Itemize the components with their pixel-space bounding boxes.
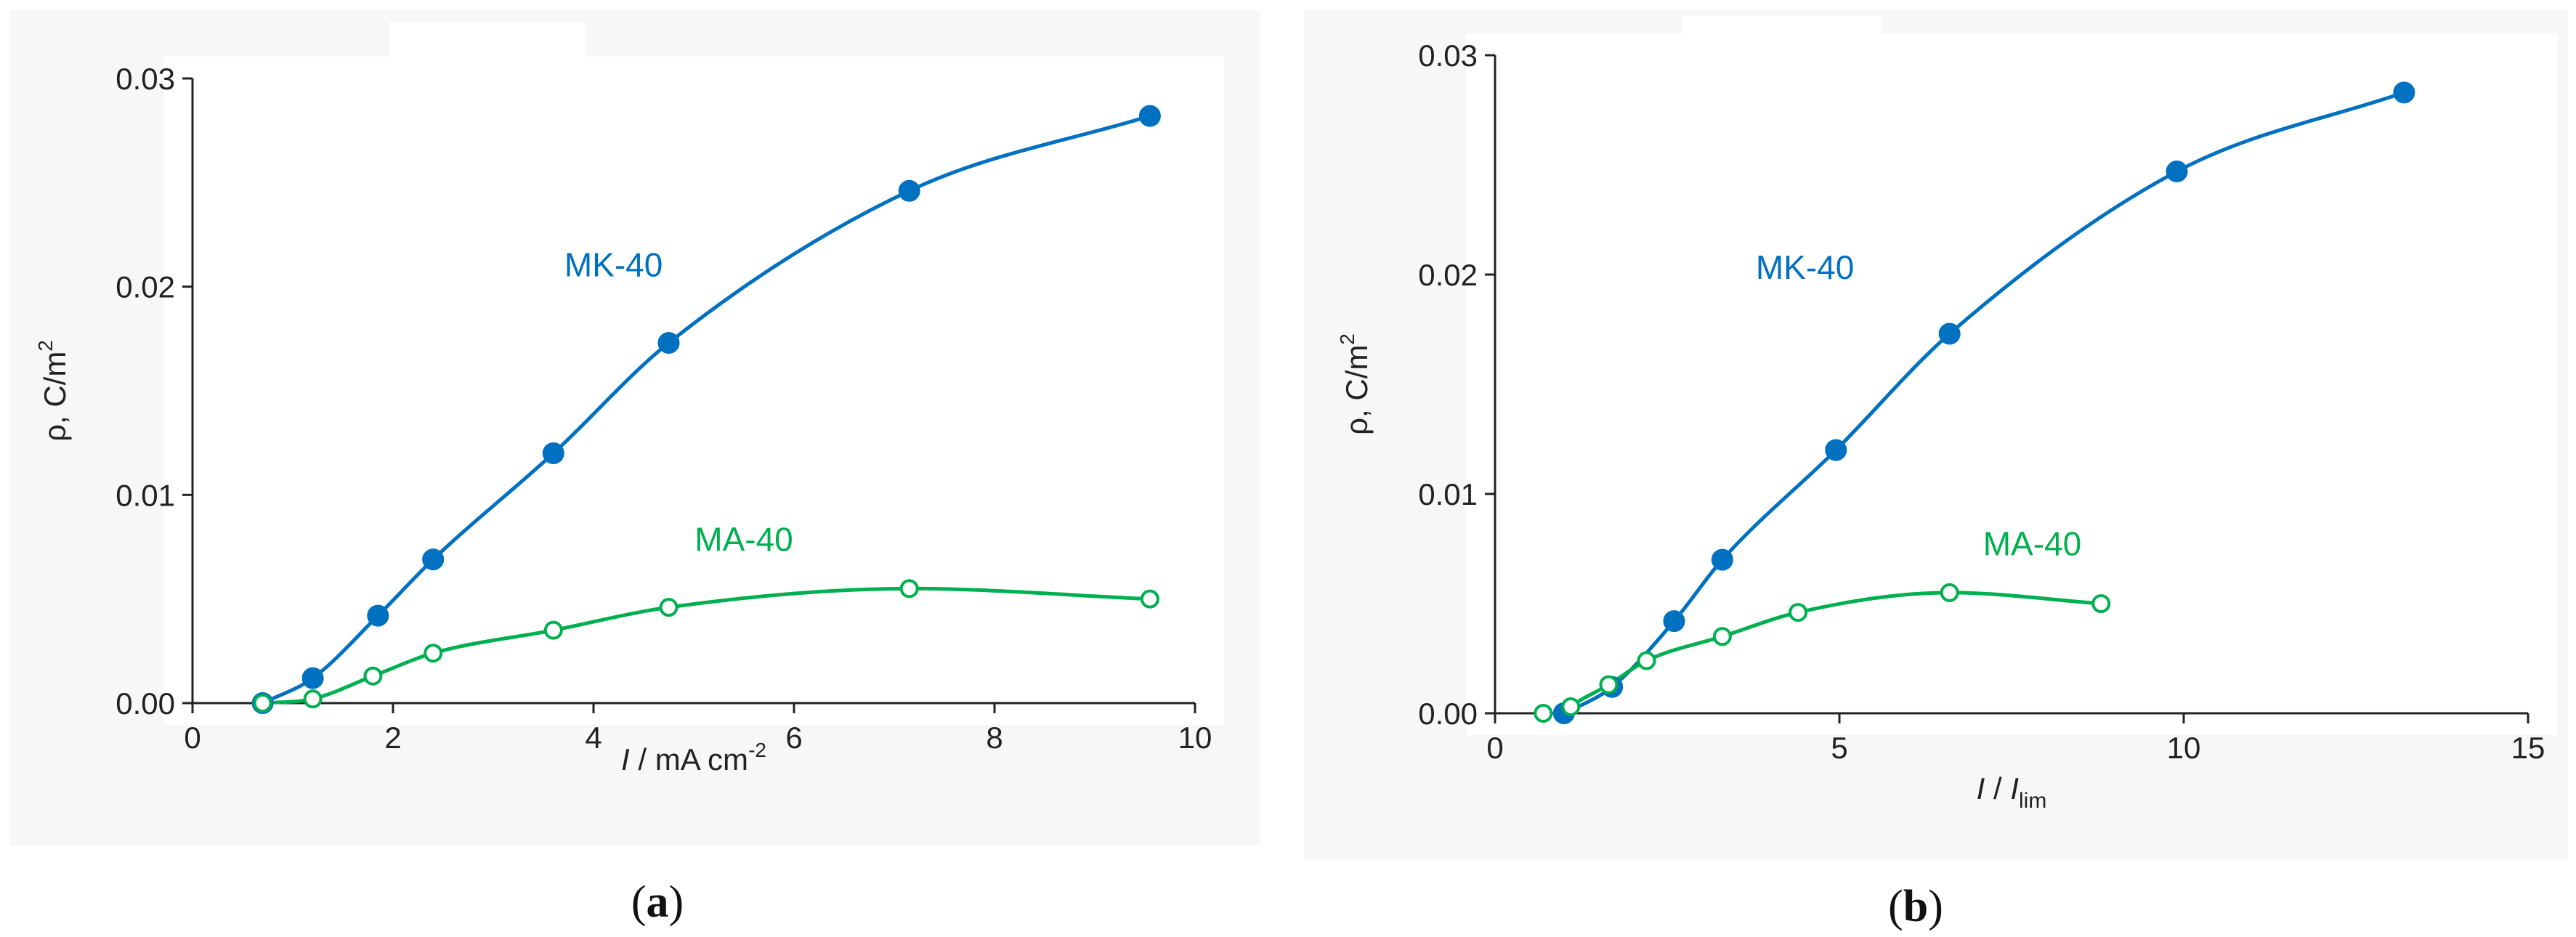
panel-a-mk-40-point (367, 604, 389, 627)
panel-a-y-tick-label: 0.01 (116, 478, 175, 512)
panel-b: 0.00 0.01 0.02 0.03 0 5 10 15 I / Ilim ρ, C/m2 MK… (1304, 10, 2568, 931)
panel-b-mk-40-point (1938, 323, 1961, 345)
panel-a-plot-area (163, 57, 1224, 725)
panel-b-y-axis-label: ρ, C/m2 (1336, 333, 1374, 435)
panel-b-ma-40-point (1940, 583, 1959, 602)
panel-b-markers (1534, 81, 2415, 724)
panel-a-axes: 0.00 0.01 0.02 0.03 0 2 4 6 8 10 I / mA cm-2 ρ, C/m… (34, 62, 1212, 776)
panel-a-x-tick-label: 8 (986, 721, 1003, 755)
panel-a-y-tick-label: 0.02 (116, 270, 175, 304)
panel-b-ma-40-point (1561, 697, 1581, 716)
panel-a-ma-40-point (1140, 589, 1159, 609)
panel-b-mk-40-point (2393, 81, 2415, 104)
panel-a-labels: MK-40 MA-40 (564, 246, 793, 558)
panel-b-x-tick-label: 0 (1486, 731, 1503, 765)
panel-a-y-axis-label: ρ, C/m2 (34, 340, 72, 442)
panel-b-ma-40-point (1534, 704, 1553, 723)
panel-a-ma-40-point (303, 689, 323, 709)
panel-a-mk-40-curve (261, 114, 1152, 705)
panel-b-labels: MK-40 MA-40 (1756, 248, 2081, 563)
panel-a-x-tick-label: 6 (785, 721, 802, 755)
panel-a-ma-40-curve (261, 586, 1152, 705)
panel-b-mk-40-point (2166, 161, 2188, 183)
panel-b-ma-40-label: MA-40 (1983, 525, 2081, 563)
panel-a-top-notch (389, 22, 585, 80)
panel-a-mk-40-point (422, 548, 445, 571)
panel-a-curves (261, 114, 1152, 705)
panel-a-ma-40-point (253, 694, 272, 713)
panel-b-y-tick-label: 0.00 (1418, 697, 1478, 731)
panel-a-x-axis-label: I / mA cm-2 (621, 739, 766, 776)
panel-b-ma-40-point (1599, 675, 1619, 694)
panel-b-y-tick-label: 0.01 (1418, 477, 1478, 511)
panel-b-tag: (b) (1888, 882, 1943, 931)
panel-b-x-tick-label: 10 (2167, 731, 2201, 765)
panel-b-x-axis-label: I / Ilim (1977, 771, 2047, 813)
panel-a: 0.00 0.01 0.02 0.03 0 2 4 6 8 10 I / mA cm-2 ρ, C/m… (10, 10, 1260, 927)
panel-a-mk-40-point (301, 667, 324, 689)
panel-a-y-tick-label: 0.00 (116, 686, 175, 721)
panel-b-plot-area (1466, 33, 2557, 735)
panel-b-y-tick-label: 0.03 (1418, 38, 1478, 73)
panel-b-y-tick-label: 0.02 (1418, 258, 1478, 292)
panel-a-x-tick-label: 2 (384, 721, 401, 755)
panel-a-ma-40-label: MA-40 (694, 521, 793, 559)
panel-a-mk-40-point (542, 442, 564, 464)
panel-a-y-tick-label: 0.03 (116, 62, 175, 96)
panel-a-x-tick-label: 10 (1178, 721, 1212, 755)
panel-b-mk-40-label: MK-40 (1756, 248, 1854, 286)
panel-b-axes: 0.00 0.01 0.02 0.03 0 5 10 15 I / Ilim ρ, C/m2 (1336, 38, 2545, 813)
panel-b-mk-40-point (1711, 548, 1733, 571)
panel-a-mk-40-point (1138, 105, 1161, 127)
panel-b-ma-40-point (2091, 594, 2111, 613)
panel-a-ma-40-point (424, 644, 443, 663)
panel-b-mk-40-point (1663, 610, 1685, 633)
panel-b-ma-40-point (1789, 603, 1808, 622)
panel-b-x-tick-label: 5 (1831, 731, 1847, 765)
panel-a-ma-40-point (543, 620, 563, 640)
panel-b-x-tick-label: 15 (2511, 731, 2545, 765)
panel-a-x-tick-label: 0 (184, 721, 201, 755)
panel-b-ma-40-point (1712, 627, 1732, 646)
panel-a-mk-40-label: MK-40 (564, 246, 663, 283)
panel-b-ma-40-point (1637, 651, 1656, 670)
panel-b-mk-40-curve (1563, 90, 2406, 715)
panel-a-ma-40-point (659, 598, 679, 617)
panel-a-mk-40-point (898, 179, 920, 202)
panel-a-markers (251, 105, 1161, 714)
panel-a-tag: (a) (631, 877, 684, 927)
panel-a-mk-40-point (657, 332, 680, 354)
panel-a-x-tick-label: 4 (585, 721, 602, 755)
panel-b-mk-40-point (1825, 439, 1847, 461)
panel-a-ma-40-point (899, 579, 919, 599)
panel-b-top-notch (1682, 16, 1882, 67)
panel-a-ma-40-point (363, 666, 383, 686)
